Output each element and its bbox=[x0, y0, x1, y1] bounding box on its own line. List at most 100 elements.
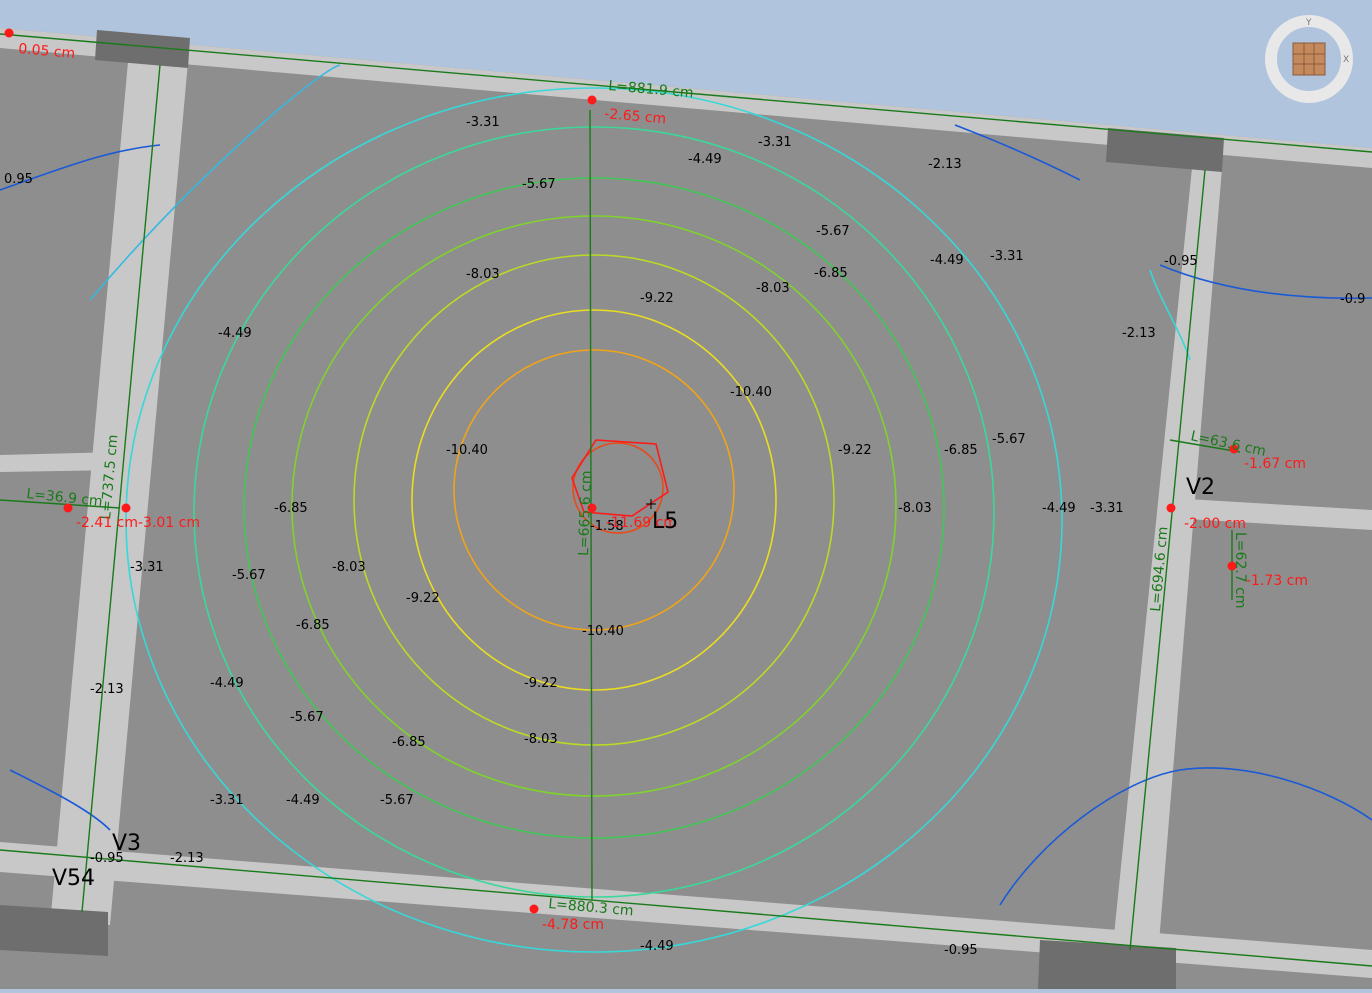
pillars bbox=[0, 30, 1224, 989]
contour-ring bbox=[411, 309, 777, 691]
contour-label: -6.85 bbox=[296, 618, 330, 633]
axis-x-label: X bbox=[1343, 55, 1349, 65]
cube-face-icon[interactable] bbox=[1292, 42, 1326, 76]
contour-label: -6.85 bbox=[814, 266, 848, 281]
contour-label: -3.31 bbox=[466, 115, 500, 130]
contour-label: -0.9 bbox=[1340, 292, 1365, 307]
contour-label: -9.22 bbox=[640, 291, 674, 306]
pillar-top-left bbox=[95, 30, 190, 68]
contour-ring bbox=[291, 215, 897, 797]
contour-path bbox=[954, 124, 1081, 181]
contour-label: -2.13 bbox=[170, 851, 204, 866]
displacement-label: -4.78 cm bbox=[542, 917, 604, 933]
measure-point bbox=[1229, 444, 1239, 454]
contour-label: -6.85 bbox=[944, 443, 978, 458]
measure-point bbox=[1227, 561, 1237, 571]
contour-ring bbox=[353, 254, 835, 746]
dimension-line bbox=[0, 33, 1372, 153]
bottom-beam bbox=[0, 842, 1372, 978]
dimension-line bbox=[81, 64, 161, 913]
contour-label: -5.67 bbox=[290, 710, 324, 725]
contour-label: -5.67 bbox=[816, 224, 850, 239]
contour-labels: -3.31 -3.31 -4.49 -2.13 -5.67 -5.67 -4.4… bbox=[4, 115, 1365, 958]
displacement-label: -11.69 cm bbox=[606, 515, 677, 531]
contour-label: -4.49 bbox=[218, 326, 252, 341]
measure-point bbox=[121, 503, 131, 513]
contour-label: -10.40 bbox=[582, 624, 624, 639]
contour-ring bbox=[193, 126, 995, 898]
displacement-label: -2.41 cm bbox=[76, 515, 138, 531]
contour-label: -4.49 bbox=[640, 939, 674, 954]
contour-path bbox=[89, 64, 341, 301]
contour-label: -10.40 bbox=[446, 443, 488, 458]
measure-point bbox=[587, 95, 597, 105]
dimension-line bbox=[1169, 439, 1241, 453]
axis-y-label: Y bbox=[1305, 18, 1312, 28]
contour-ring bbox=[125, 87, 1063, 953]
displacement-label: 0.05 cm bbox=[18, 41, 76, 62]
contour-label: -2.13 bbox=[1122, 326, 1156, 341]
left-side-beam bbox=[0, 452, 120, 472]
contour-label: -3.31 bbox=[130, 560, 164, 575]
measure-point bbox=[63, 503, 73, 513]
contour-label: -8.03 bbox=[898, 501, 932, 516]
pillar-bottom-right bbox=[1038, 940, 1176, 989]
contour-label: -2.13 bbox=[90, 682, 124, 697]
contour-label: -8.03 bbox=[466, 267, 500, 282]
contour-label: -1.58 bbox=[590, 519, 624, 534]
measure-point bbox=[4, 28, 14, 38]
contour-label: -9.22 bbox=[524, 676, 558, 691]
element-tag-L5: L5 bbox=[652, 509, 678, 534]
dimension-label: L=880.3 cm bbox=[548, 896, 634, 919]
element-tag-V3: V3 bbox=[112, 831, 141, 856]
displacement-label: -1.73 cm bbox=[1246, 573, 1308, 589]
contour-label: -5.67 bbox=[992, 432, 1026, 447]
contour-label: -5.67 bbox=[522, 177, 556, 192]
dimension-line bbox=[0, 849, 1372, 967]
dimension-label: L=737.5 cm bbox=[98, 434, 121, 520]
measure-points bbox=[4, 28, 1239, 914]
dimension-label: L=665.6 cm bbox=[576, 470, 595, 556]
contour-label: 0.95 bbox=[4, 172, 33, 187]
dimension-label: L=62.7 cm bbox=[1232, 532, 1248, 609]
slab-area bbox=[0, 28, 1372, 989]
dimension-label: L=881.9 cm bbox=[608, 78, 694, 101]
contour-label: -8.03 bbox=[332, 560, 366, 575]
contour-label: -0.95 bbox=[944, 943, 978, 958]
contour-label: -6.85 bbox=[392, 735, 426, 750]
displacement-label: -3.01 cm bbox=[138, 515, 200, 531]
displacement-labels: 0.05 cm -2.65 cm -4.78 cm -2.41 cm -3.01… bbox=[18, 41, 1308, 933]
dimension-label: L=694.6 cm bbox=[1148, 526, 1171, 612]
contour-label: -8.03 bbox=[756, 281, 790, 296]
contour-label: -3.31 bbox=[210, 793, 244, 808]
cursor-cross-icon bbox=[646, 499, 656, 509]
contour-label: -4.49 bbox=[210, 676, 244, 691]
element-tags: L5 V2 V3 V54 bbox=[52, 475, 1215, 891]
contour-path bbox=[9, 769, 111, 831]
contour-label: -0.95 bbox=[1164, 254, 1198, 269]
nav-ring[interactable] bbox=[1265, 15, 1353, 103]
contour-label: -9.22 bbox=[406, 591, 440, 606]
contour-ring bbox=[572, 442, 664, 534]
contour-label: -4.49 bbox=[688, 152, 722, 167]
contour-label: -5.67 bbox=[232, 568, 266, 583]
contour-path bbox=[1149, 269, 1191, 361]
contour-path bbox=[1159, 264, 1372, 300]
contour-label: -0.95 bbox=[90, 851, 124, 866]
displacement-label: -1.67 cm bbox=[1244, 456, 1306, 472]
dimension-line bbox=[1129, 169, 1206, 951]
contour-lines bbox=[125, 87, 1063, 953]
contour-label: -10.40 bbox=[730, 385, 772, 400]
contour-ring bbox=[243, 177, 945, 839]
nav-cube[interactable]: Y X bbox=[1264, 14, 1354, 104]
element-tag-V54: V54 bbox=[52, 866, 95, 891]
measure-point bbox=[1166, 503, 1176, 513]
contour-label: -6.85 bbox=[274, 501, 308, 516]
contour-label: -3.31 bbox=[758, 135, 792, 150]
dimension-line bbox=[0, 499, 121, 509]
contour-label: -8.03 bbox=[524, 732, 558, 747]
contour-ring-center bbox=[571, 439, 669, 517]
measure-point bbox=[587, 503, 597, 513]
